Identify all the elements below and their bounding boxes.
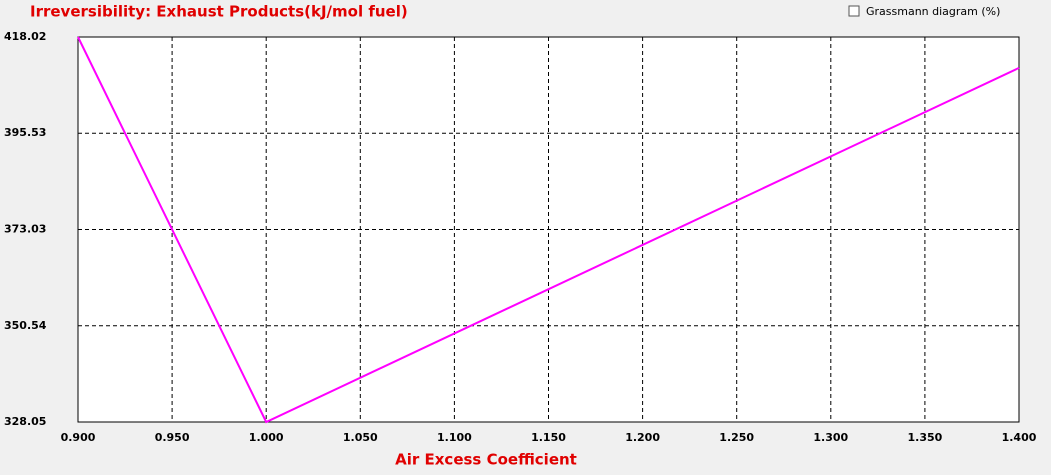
x-tick-label: 1.350 [908,431,943,444]
x-axis-label: Air Excess Coefficient [395,451,577,469]
x-tick-label: 1.300 [813,431,848,444]
y-tick-label: 350.54 [4,319,47,332]
x-tick-label: 1.100 [437,431,472,444]
data-line [77,36,1020,424]
y-tick-label: 395.53 [4,126,46,139]
y-tick-label: 418.02 [4,30,46,43]
y-tick-label: 328.05 [4,415,46,428]
x-tick-label: 1.200 [625,431,660,444]
x-tick-label: 1.250 [719,431,754,444]
x-tick-label: 1.000 [249,431,284,444]
checkbox[interactable] [848,5,860,17]
checkbox-label[interactable]: Grassmann diagram (%) [866,5,1000,18]
x-tick-label: 0.950 [155,431,190,444]
x-tick-label: 1.400 [1002,431,1037,444]
y-tick-label: 373.03 [4,223,46,236]
x-tick-label: 1.050 [343,431,378,444]
x-tick-label: 0.900 [61,431,96,444]
chart-title: Irreversibility: Exhaust Products(kJ/mol… [30,3,408,21]
x-tick-label: 1.150 [531,431,566,444]
